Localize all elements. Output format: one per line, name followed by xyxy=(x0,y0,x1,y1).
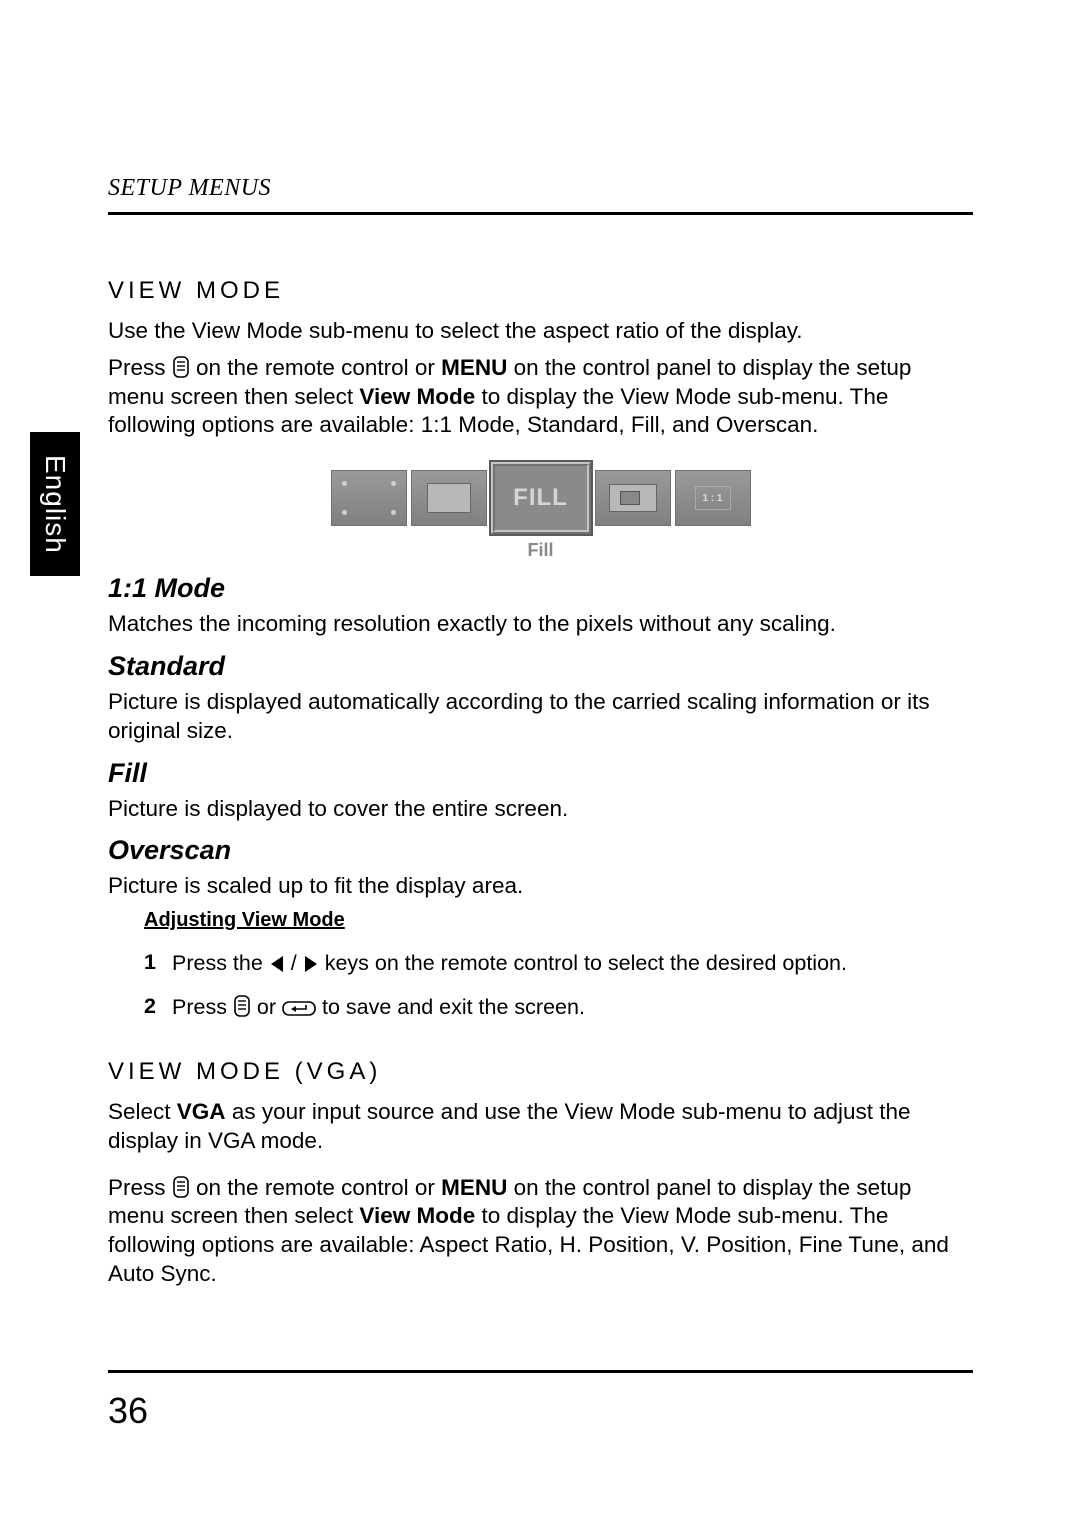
left-arrow-icon xyxy=(269,955,285,973)
view-mode-instructions: Press on the remote control or MENU on t… xyxy=(108,354,973,440)
menu-option-corners xyxy=(331,470,407,526)
sub-1-1-body: Matches the incoming resolution exactly … xyxy=(108,610,973,639)
text: on the remote control or xyxy=(190,355,441,380)
vga-p2: Press on the remote control or MENU on t… xyxy=(108,1174,973,1289)
page-number: 36 xyxy=(108,1390,148,1432)
step-1-text: Press the / keys on the remote control t… xyxy=(172,950,973,978)
menu-icon xyxy=(233,995,251,1017)
menu-option-one-to-one: 1 : 1 xyxy=(675,470,751,526)
language-tab: English xyxy=(30,432,80,576)
sub-overscan: Overscan xyxy=(108,835,973,866)
sub-fill-body: Picture is displayed to cover the entire… xyxy=(108,795,973,824)
menu-icon xyxy=(172,356,190,378)
adjusting-view-mode-title: Adjusting View Mode xyxy=(144,909,973,932)
oneone-label: 1 : 1 xyxy=(695,486,731,510)
text: / xyxy=(285,951,303,975)
sub-standard: Standard xyxy=(108,651,973,682)
vga-bold: VGA xyxy=(177,1099,226,1124)
text: Press xyxy=(108,355,172,380)
menu-option-standard xyxy=(411,470,487,526)
text: on the remote control or xyxy=(190,1175,441,1200)
menu-option-overscan xyxy=(595,470,671,526)
step-1: 1 Press the / keys on the remote control… xyxy=(144,950,973,978)
right-arrow-icon xyxy=(303,955,319,973)
step-2-num: 2 xyxy=(144,994,172,1022)
sub-1-1-mode: 1:1 Mode xyxy=(108,573,973,604)
header-title: SETUP MENUS xyxy=(108,175,973,202)
footer-rule xyxy=(108,1370,973,1373)
section-view-mode-vga-title: View Mode (VGA) xyxy=(108,1058,973,1086)
menu-option-fill-selected: FILL xyxy=(491,462,591,534)
section-view-mode-title: View Mode xyxy=(108,277,973,305)
text: Press xyxy=(108,1175,172,1200)
sub-fill: Fill xyxy=(108,758,973,789)
step-2-text: Press or to save and exit the screen. xyxy=(172,994,973,1022)
menu-bold: MENU xyxy=(441,355,507,380)
vm-bold: View Mode xyxy=(359,1203,475,1228)
sub-overscan-body: Picture is scaled up to fit the display … xyxy=(108,872,973,901)
vga-p1: Select VGA as your input source and use … xyxy=(108,1098,973,1156)
menu-caption: Fill xyxy=(329,540,753,561)
step-2: 2 Press or to save and exit the screen. xyxy=(144,994,973,1022)
text: Press xyxy=(172,995,233,1019)
return-icon xyxy=(282,999,316,1017)
step-1-num: 1 xyxy=(144,950,172,978)
text: to save and exit the screen. xyxy=(316,995,585,1019)
vm-bold: View Mode xyxy=(359,384,475,409)
text: or xyxy=(251,995,282,1019)
text: keys on the remote control to select the… xyxy=(319,951,847,975)
text: as your input source and use the View Mo… xyxy=(108,1099,911,1153)
page-content: SETUP MENUS View Mode Use the View Mode … xyxy=(108,175,973,1297)
sub-standard-body: Picture is displayed automatically accor… xyxy=(108,688,973,746)
header-rule xyxy=(108,212,973,215)
text: Select xyxy=(108,1099,177,1124)
view-mode-menu-graphic: FILL 1 : 1 Fill xyxy=(329,462,753,561)
fill-label: FILL xyxy=(513,484,568,512)
text: Press the xyxy=(172,951,269,975)
menu-bold: MENU xyxy=(441,1175,507,1200)
menu-row: FILL 1 : 1 xyxy=(329,462,753,534)
view-mode-intro: Use the View Mode sub-menu to select the… xyxy=(108,317,973,346)
menu-icon xyxy=(172,1176,190,1198)
